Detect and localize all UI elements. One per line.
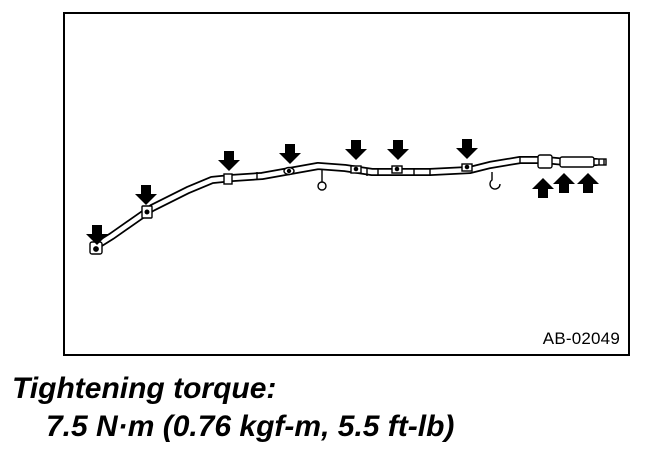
arrow-down-icon [218, 151, 240, 171]
arrow-up-icon [577, 173, 599, 193]
figure-code: AB-02049 [542, 329, 620, 348]
arrow-down-icon [456, 139, 478, 159]
arrow-down-icon [387, 140, 409, 160]
arrow-up-icon [532, 178, 554, 198]
connector-end [537, 154, 607, 169]
arrow-down-icon [279, 144, 301, 164]
arrow-down-icon [345, 140, 367, 160]
harness-tube [92, 156, 600, 250]
arrow-up-icon [553, 173, 575, 193]
arrow-down-icon [135, 185, 157, 205]
mounting-brackets [89, 156, 521, 255]
diagram-frame: AB-02049 [63, 12, 630, 356]
torque-arrows [86, 139, 599, 245]
torque-caption-title: Tightening torque: [12, 372, 277, 405]
torque-caption-value: 7.5 N·m (0.76 kgf-m, 5.5 ft-lb) [46, 410, 455, 443]
